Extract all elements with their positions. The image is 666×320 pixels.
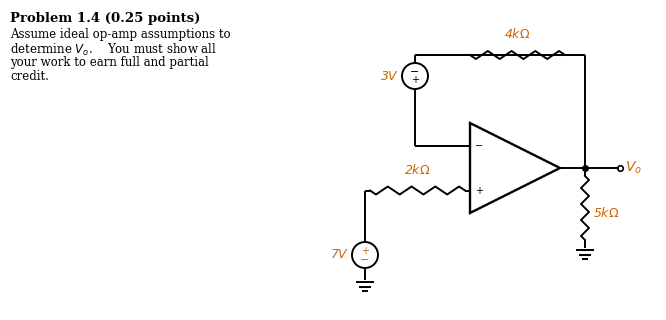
Text: your work to earn full and partial: your work to earn full and partial [10,56,208,69]
Text: +: + [361,246,369,256]
Text: Assume ideal op-amp assumptions to: Assume ideal op-amp assumptions to [10,28,230,41]
Text: credit.: credit. [10,70,49,83]
Text: 7V: 7V [330,249,347,261]
Text: Problem 1.4 (0.25 points): Problem 1.4 (0.25 points) [10,12,200,25]
Text: −: − [475,140,483,150]
Text: +: + [411,75,419,85]
Text: 3V: 3V [380,69,397,83]
Text: 5k$\Omega$: 5k$\Omega$ [593,206,619,220]
Text: $V_o$: $V_o$ [625,160,642,176]
Text: determine $V_o$.    You must show all: determine $V_o$. You must show all [10,42,217,58]
Text: −: − [410,67,420,77]
Text: 2k$\Omega$: 2k$\Omega$ [404,164,431,178]
Text: −: − [360,255,370,265]
Text: 4k$\Omega$: 4k$\Omega$ [504,27,531,41]
Text: +: + [475,186,483,196]
